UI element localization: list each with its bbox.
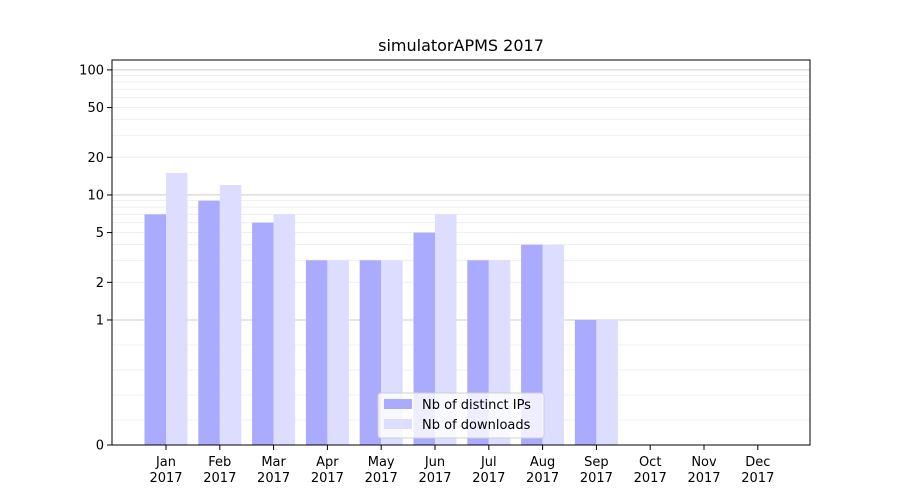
bar — [596, 319, 618, 445]
bar — [273, 214, 296, 445]
bar — [198, 200, 220, 445]
legend-swatch — [384, 419, 412, 429]
bar — [542, 244, 565, 445]
legend-label: Nb of distinct IPs — [422, 398, 531, 413]
x-tick-label: Dec 2017 — [741, 455, 774, 486]
legend-swatch — [384, 399, 412, 409]
legend-box — [377, 392, 545, 439]
plot-frame — [111, 59, 811, 446]
bar — [305, 260, 328, 445]
x-tick-label: Jun 2017 — [418, 455, 451, 486]
y-tick-label: 0 — [96, 439, 104, 454]
x-tick-label: Nov 2017 — [687, 455, 720, 486]
y-tick-label: 10 — [87, 188, 104, 203]
bar — [144, 214, 166, 445]
y-tick-label: 20 — [87, 151, 104, 166]
bar — [435, 214, 457, 445]
bar — [327, 260, 349, 445]
x-tick-label: Aug 2017 — [526, 455, 559, 486]
x-tick-label: Feb 2017 — [203, 455, 236, 486]
x-tick-label: Oct 2017 — [634, 455, 667, 486]
y-tick-label: 1 — [96, 313, 104, 328]
bar — [359, 260, 382, 445]
x-tick-label: Jul 2017 — [472, 455, 505, 486]
y-tick-label: 5 — [96, 226, 104, 241]
x-tick-label: Jan 2017 — [149, 455, 182, 486]
bar — [166, 172, 188, 445]
bar — [574, 319, 597, 445]
bar — [252, 222, 274, 445]
y-tick-label: 50 — [87, 101, 104, 116]
x-axis: Jan 2017 Feb 2017 Mar 2017 Apr 2017 May 2017 Jun 20… — [149, 445, 774, 486]
chart-title: simulatorAPMS 2017 — [378, 36, 544, 55]
x-tick-label: May 2017 — [365, 455, 398, 486]
bars — [144, 172, 618, 445]
legend-label: Nb of downloads — [422, 418, 531, 433]
bar — [413, 232, 435, 445]
legend: Nb of distinct IPs Nb of downloads — [377, 392, 545, 439]
x-tick-label: Mar 2017 — [257, 455, 290, 486]
y-axis: 0 1 2 5 10 20 50 100 — [79, 63, 112, 454]
y-tick-label: 100 — [79, 63, 104, 78]
bar — [219, 185, 242, 445]
x-tick-label: Sep 2017 — [580, 455, 613, 486]
y-tick-label: 2 — [96, 276, 104, 291]
x-tick-label: Apr 2017 — [311, 455, 344, 486]
